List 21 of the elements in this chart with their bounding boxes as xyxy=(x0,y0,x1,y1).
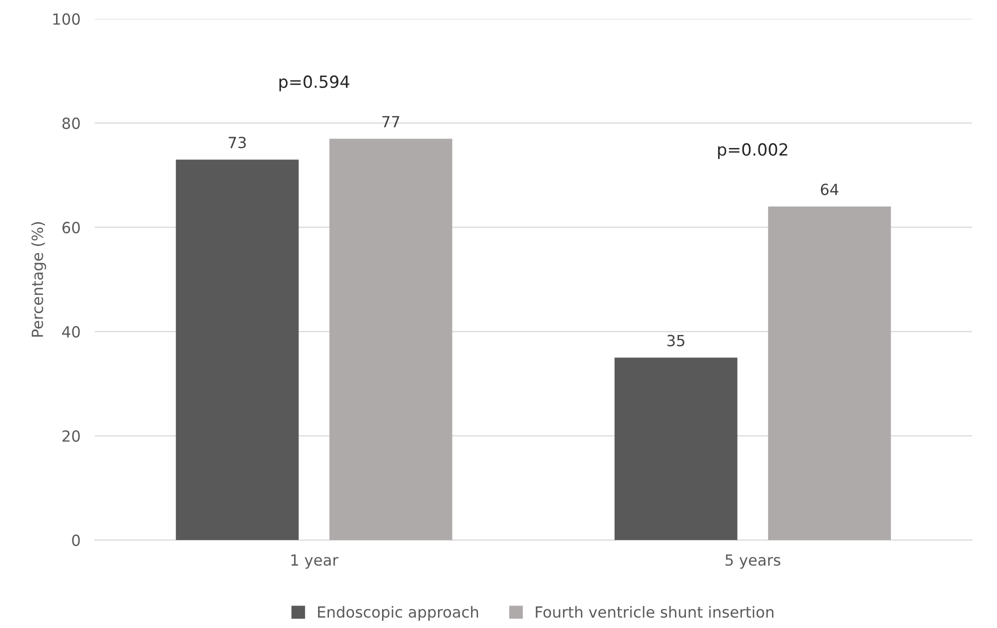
y-tick-label: 40 xyxy=(62,326,80,338)
data-label: 73 xyxy=(228,136,246,148)
y-tick-label: 80 xyxy=(62,118,80,130)
y-tick-label: 20 xyxy=(62,430,80,442)
y-tick-label: 0 xyxy=(72,534,80,546)
data-label: 77 xyxy=(382,116,400,128)
data-label: 35 xyxy=(667,334,684,346)
x-tick-label: 1 year xyxy=(291,554,338,569)
bar xyxy=(768,206,891,540)
bar xyxy=(614,358,738,540)
annotation: p=0.002 xyxy=(718,143,788,159)
y-tick-label: 100 xyxy=(53,13,80,25)
annotation: p=0.594 xyxy=(279,75,350,92)
x-tick-label: 5 years xyxy=(726,554,780,569)
data-label: 64 xyxy=(820,184,838,196)
bar xyxy=(176,160,299,540)
y-tick-label: 60 xyxy=(62,222,80,234)
y-axis-title: Percentage (%) xyxy=(31,222,46,337)
legend-label: Endoscopic approach xyxy=(318,606,478,621)
legend-label: Fourth ventricle shunt insertion xyxy=(536,606,774,618)
bar xyxy=(329,138,452,540)
